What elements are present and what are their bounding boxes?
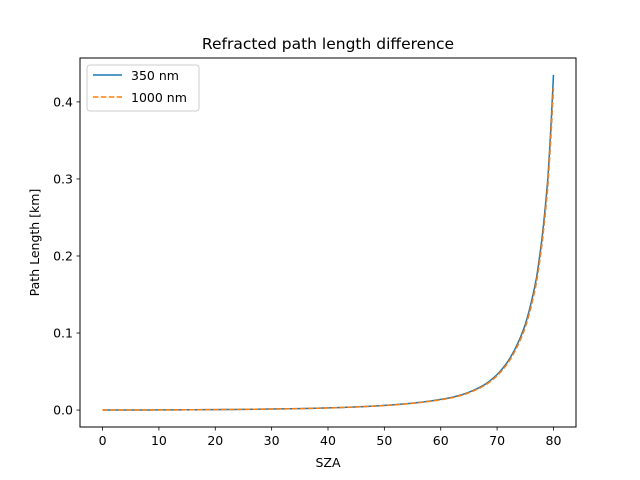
x-tick-label: 70 xyxy=(489,433,505,448)
x-tick-label: 40 xyxy=(320,433,336,448)
x-tick-label: 20 xyxy=(207,433,223,448)
series-layer xyxy=(102,74,555,411)
x-tick-label: 10 xyxy=(151,433,167,448)
legend-box xyxy=(86,64,200,112)
y-axis-ticks: 0.0 0.1 0.2 0.3 0.4 xyxy=(53,94,80,418)
y-tick-label: 0.4 xyxy=(53,94,73,109)
y-tick-label: 0.2 xyxy=(53,248,73,263)
y-tick-label: 0.0 xyxy=(53,403,73,418)
y-axis-label: Path Length [km] xyxy=(27,189,42,297)
series-line-1000nm xyxy=(102,88,555,411)
x-axis-label: SZA xyxy=(315,455,340,470)
x-tick-label: 50 xyxy=(376,433,392,448)
x-tick-label: 30 xyxy=(264,433,280,448)
chart-title: Refracted path length difference xyxy=(202,35,454,53)
plot-area xyxy=(80,58,576,427)
legend-label-350nm: 350 nm xyxy=(131,68,179,83)
plot-frame xyxy=(79,57,577,428)
y-tick-label: 0.1 xyxy=(53,326,73,341)
x-tick-label: 80 xyxy=(546,433,562,448)
y-tick-label: 0.3 xyxy=(53,171,73,186)
legend-label-1000nm: 1000 nm xyxy=(131,90,187,105)
x-axis-ticks: 0 10 20 30 40 50 60 70 80 xyxy=(99,427,562,448)
x-tick-label: 0 xyxy=(99,433,107,448)
x-tick-label: 60 xyxy=(433,433,449,448)
legend: 350 nm 1000 nm xyxy=(86,64,200,112)
